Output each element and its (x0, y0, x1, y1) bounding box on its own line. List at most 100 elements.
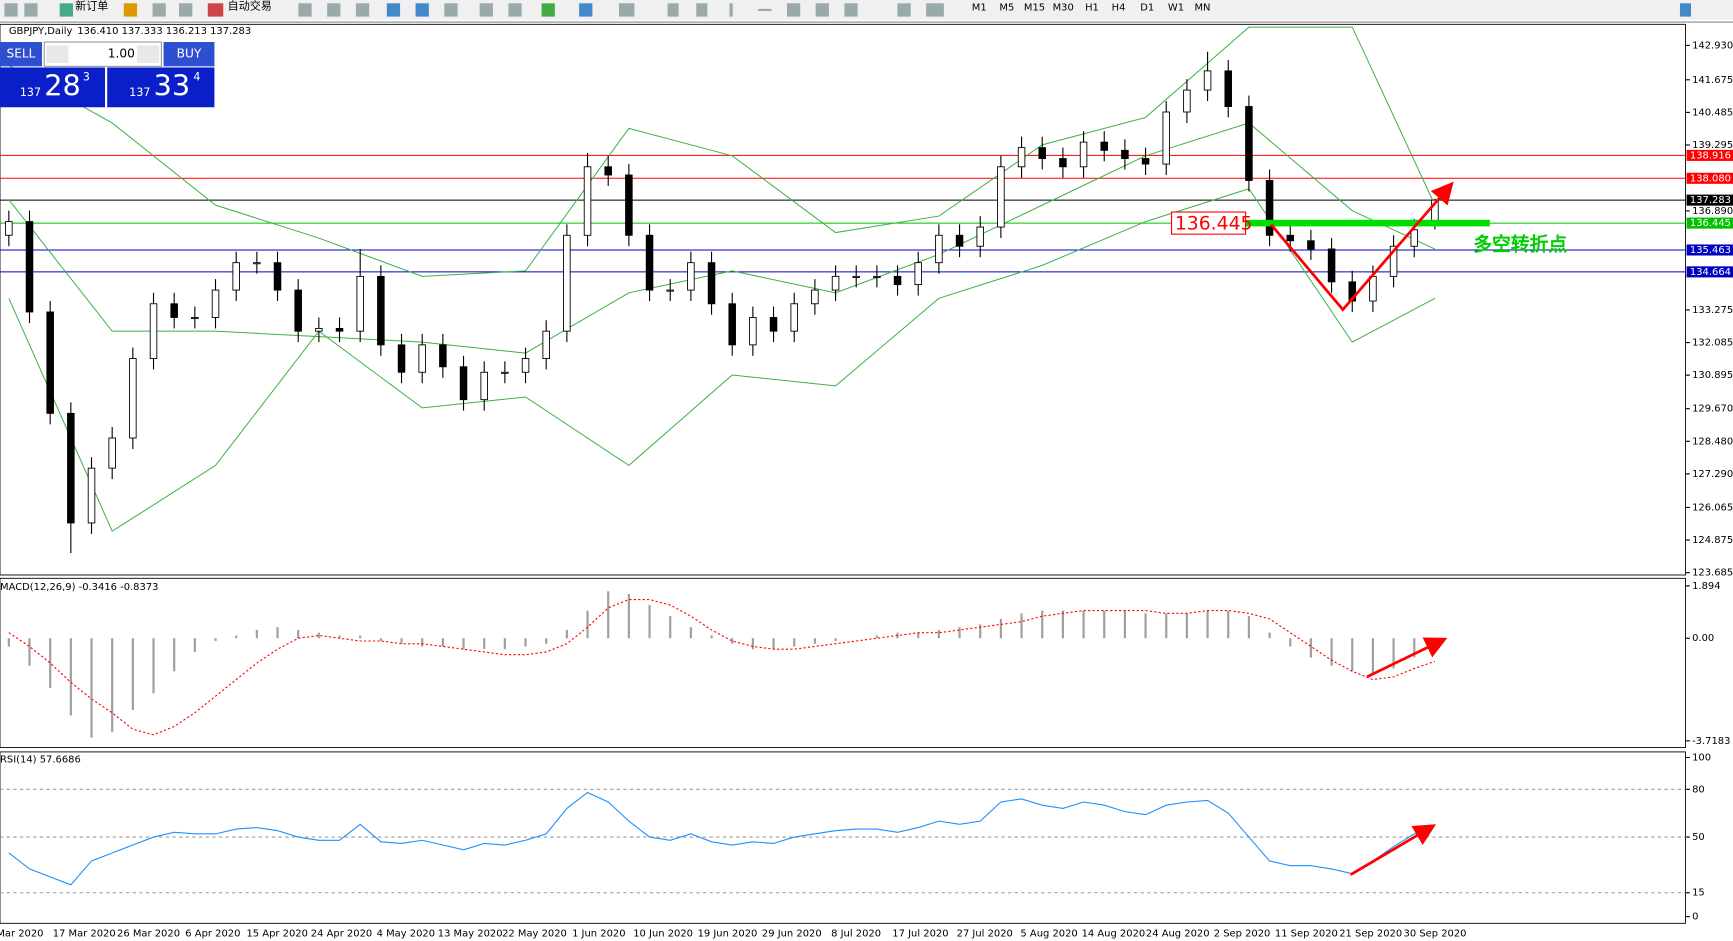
candle-body (914, 262, 922, 286)
bollinger-middle (8, 122, 1436, 354)
annotation-text: 多空转折点 (1473, 233, 1567, 256)
buy-label[interactable]: BUY (177, 47, 202, 61)
macd-bar (607, 591, 610, 639)
candle-body (790, 303, 798, 332)
toolbar-new-order[interactable]: 新订单 (75, 0, 108, 13)
x-tick-label: 22 May 2020 (502, 928, 567, 939)
buy-price-small: 4 (193, 70, 200, 83)
buy-price-big: 137 (129, 86, 150, 99)
y-tick-label: 133.275 (1692, 305, 1733, 316)
macd-bar (90, 638, 93, 738)
price-level-label: 135.463 (1690, 245, 1731, 256)
y-tick-label: 15 (1692, 888, 1705, 899)
timeframe-button[interactable]: M1 (972, 3, 987, 14)
y-tick-label: 0 (1692, 912, 1698, 923)
candle-body (1100, 141, 1108, 151)
x-tick-label: 24 Aug 2020 (1146, 928, 1210, 939)
panes: 142.930 141.675 140.485 139.295 136.890 133.2… (0, 23, 1733, 939)
y-tick-label: -3.7183 (1692, 736, 1730, 747)
macd-bar (317, 632, 320, 639)
sell-price-main: 28 (44, 68, 81, 102)
x-tick-label: 13 May 2020 (438, 928, 503, 939)
candle-body (997, 166, 1005, 228)
candle-body (377, 275, 385, 346)
macd-bar (131, 638, 134, 710)
x-tick-label: 27 Jul 2020 (957, 928, 1013, 939)
macd-bar (1020, 613, 1023, 639)
candle-body (501, 371, 509, 374)
candle-body (315, 327, 323, 332)
volume-down[interactable] (46, 45, 69, 64)
y-tick-label: 126.065 (1692, 502, 1733, 513)
timeframe-button[interactable]: M30 (1053, 3, 1074, 14)
macd-bar (483, 638, 486, 650)
x-tick-label: 11 Sep 2020 (1275, 928, 1338, 939)
pane (0, 751, 1686, 924)
candle-body (191, 317, 199, 320)
macd-bar (7, 638, 10, 647)
macd-bar (1123, 610, 1127, 639)
candle-body (563, 234, 571, 332)
candle-body (1079, 141, 1088, 168)
candle-body (480, 371, 488, 401)
timeframe-button[interactable]: W1 (1168, 3, 1184, 14)
macd-bar (1144, 613, 1147, 639)
candle-body (25, 221, 34, 313)
timeframe-button[interactable]: H1 (1085, 3, 1099, 14)
y-tick-label: 100 (1692, 752, 1711, 763)
candle-body (294, 289, 302, 332)
x-tick-label: Mar 2020 (0, 928, 43, 939)
sell-price-box[interactable] (0, 67, 105, 108)
candle-body (232, 262, 240, 291)
buy-price-box[interactable] (107, 67, 215, 108)
trade-panel: SELL 1.00 BUY 137 28 3 137 33 4 (0, 41, 215, 108)
candle-body (170, 303, 178, 318)
macd-bar (235, 635, 238, 639)
macd-bar (421, 638, 424, 647)
candle-body (1307, 240, 1315, 250)
timeframe-button[interactable]: H4 (1112, 3, 1126, 14)
candle-body (1369, 275, 1377, 302)
candle-body (749, 317, 757, 346)
macd-bar (1351, 638, 1354, 672)
candle-body (1410, 229, 1419, 247)
toolbar-auto-trading[interactable]: 自动交易 (228, 0, 272, 13)
candle-body (108, 437, 116, 469)
candle-body (604, 166, 612, 176)
y-tick-label: 123.685 (1692, 568, 1733, 579)
y-tick-label: 80 (1692, 784, 1705, 795)
sell-label[interactable]: SELL (7, 47, 36, 61)
timeframe-button[interactable]: MN (1194, 3, 1210, 14)
candle-body (1224, 70, 1232, 107)
y-tick-label: 140.485 (1692, 107, 1733, 118)
macd-bar (1206, 610, 1209, 639)
candle-body (418, 344, 426, 373)
candle-body (893, 275, 902, 286)
rsi-line (8, 791, 1436, 886)
timeframe-button[interactable]: M15 (1024, 3, 1045, 14)
buy-button[interactable] (163, 42, 215, 67)
candle-body (1038, 147, 1046, 160)
turning-zone (1243, 219, 1490, 227)
pane (0, 23, 1686, 576)
macd-bar (565, 629, 568, 639)
macd-bar (1227, 610, 1230, 639)
macd-bar (689, 627, 692, 639)
x-tick-label: 17 Mar 2020 (53, 928, 116, 939)
y-tick-label: 142.930 (1692, 40, 1733, 51)
timeframe-button[interactable]: D1 (1140, 3, 1154, 14)
sell-button[interactable] (0, 42, 42, 67)
candle-body (211, 289, 220, 318)
timeframe-button[interactable]: M5 (999, 3, 1014, 14)
macd-bar (627, 594, 630, 639)
macd-bar (1061, 610, 1065, 639)
volume-value[interactable]: 1.00 (108, 47, 135, 61)
macd-bar (152, 638, 155, 694)
x-tick-label: 2 Sep 2020 (1214, 928, 1271, 939)
x-tick-label: 4 May 2020 (377, 928, 435, 939)
candle-body (542, 330, 550, 360)
candle-body (976, 226, 984, 247)
symbol: GBPJPY,Daily (9, 26, 73, 37)
volume-up[interactable] (137, 45, 160, 64)
